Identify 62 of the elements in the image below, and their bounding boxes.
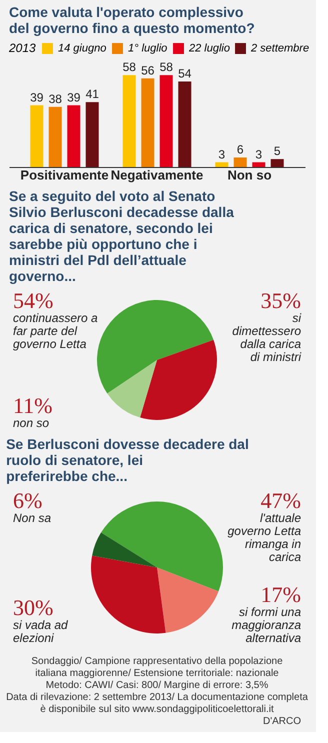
x-tick-label: Negativamente xyxy=(110,168,204,182)
legend-title: 2013 xyxy=(8,41,36,55)
data-label: 6 xyxy=(236,142,244,156)
chart-title: Se Berlusconi dovesse decadere dal ruolo di senatore, lei preferirebbe che... xyxy=(6,436,249,484)
bar xyxy=(234,158,247,167)
data-label: 58 xyxy=(122,60,136,74)
slice-label: Non sa xyxy=(13,511,52,525)
bar xyxy=(215,162,228,167)
data-label: 39 xyxy=(67,90,81,104)
bar xyxy=(67,105,80,167)
data-label: 11% xyxy=(13,393,53,418)
bar xyxy=(252,162,266,167)
legend-label: 2 settembre xyxy=(250,42,310,55)
slice-label: continuassero a far parte del governo Letta xyxy=(13,311,98,351)
data-label: 30% xyxy=(13,595,54,620)
bar xyxy=(141,78,154,167)
data-label: 54% xyxy=(13,288,54,313)
data-label: 17% xyxy=(260,582,301,607)
data-label: 6% xyxy=(13,488,42,513)
pie-slice xyxy=(91,556,166,634)
data-label: 47% xyxy=(260,488,301,513)
bar xyxy=(30,105,44,167)
data-label: 38 xyxy=(48,92,62,106)
data-label: 58 xyxy=(160,60,174,74)
data-label: 35% xyxy=(260,288,301,313)
slice-label: si dimettessero dalla carica di ministri xyxy=(232,311,302,364)
x-tick-label: Non so xyxy=(227,168,272,182)
pie-slice xyxy=(157,568,219,633)
chart-title: Come valuta l'operato complessivo del governo fino a questo momento? xyxy=(9,4,255,36)
bar xyxy=(122,75,136,167)
pie-slice xyxy=(92,532,157,568)
slice-label: l'attuale governo Letta rimanga in carica xyxy=(228,511,302,564)
bar xyxy=(86,102,99,167)
slice-label: si formi una maggioranza alternativa xyxy=(232,605,302,645)
text: D'ARCO xyxy=(262,716,302,727)
x-tick-label: Positivamente xyxy=(20,168,109,182)
text: Data di rilevazione: 2 settembre 2013/ La documentazione completa xyxy=(6,692,308,703)
pie-slice xyxy=(140,340,217,420)
text: Metodo: CAWI/ Casi: 800/ Margine di errore: 3,5% xyxy=(46,680,268,691)
pie-slice xyxy=(107,360,157,418)
slice-label: si vada ad elezioni xyxy=(13,618,68,645)
text: Sondaggio/ Campione rappresentativo della popolazione xyxy=(31,656,284,667)
bar xyxy=(160,75,173,167)
chart-title: Se a seguito del voto al Senato Silvio Berlusconi decadesse dalla carica di senatore, secondo lei sarebbe più opportuno che i ministri del Pdl dell’attuale governo... xyxy=(9,188,234,284)
pie-slice xyxy=(101,502,223,592)
bar xyxy=(178,82,192,167)
pie-slice xyxy=(97,300,214,394)
data-label: 5 xyxy=(274,144,281,158)
data-label: 54 xyxy=(178,66,192,80)
data-label: 39 xyxy=(30,90,44,104)
legend-label: 1° luglio xyxy=(128,42,168,55)
data-label: 3 xyxy=(255,147,262,162)
slice-label: non so xyxy=(13,416,50,430)
data-label: 41 xyxy=(86,87,100,102)
text: è disponibile sul sito www.sondaggipoliticoelettorali.it xyxy=(40,704,274,715)
bar xyxy=(270,159,284,167)
text: italiana maggiorenne/ Estensione territoriale: nazionale xyxy=(35,668,280,679)
legend-label: 22 luglio xyxy=(188,42,230,55)
legend-label: 14 giugno xyxy=(58,42,106,55)
data-label: 56 xyxy=(141,63,155,78)
data-label: 3 xyxy=(218,147,226,162)
bar xyxy=(48,106,62,167)
